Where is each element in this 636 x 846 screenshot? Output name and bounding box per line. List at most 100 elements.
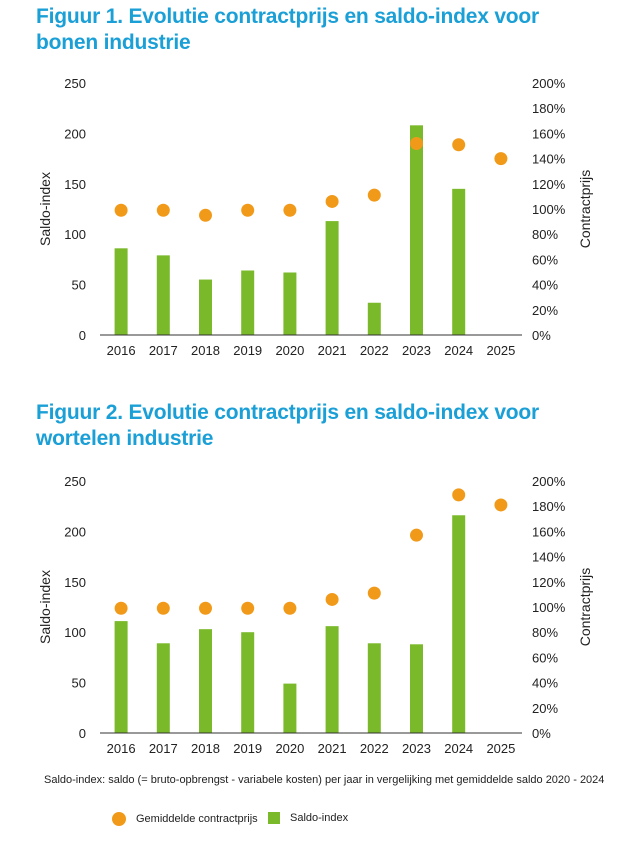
y2-tick-label: 180%	[532, 499, 566, 514]
x-tick-label: 2020	[275, 741, 304, 756]
saldo-index-bar	[199, 279, 212, 335]
saldo-index-bar	[241, 270, 255, 335]
y2-tick-label: 40%	[532, 676, 558, 691]
x-tick-label: 2017	[149, 343, 178, 358]
contractprijs-dot	[494, 498, 508, 512]
y-axis-label: Saldo-index	[37, 172, 53, 246]
contractprijs-dot	[325, 592, 339, 606]
contractprijs-dot	[199, 601, 212, 615]
contractprijs-dot	[241, 601, 255, 615]
x-tick-label: 2020	[275, 343, 304, 358]
contractprijs-dot	[452, 138, 466, 152]
saldo-index-bar	[452, 188, 466, 335]
saldo-index-bar	[325, 626, 339, 733]
x-tick-label: 2024	[444, 343, 473, 358]
saldo-index-bar	[156, 255, 170, 335]
y2-tick-label: 180%	[532, 101, 566, 116]
y2-tick-label: 40%	[532, 278, 558, 293]
x-tick-label: 2025	[486, 741, 515, 756]
y2-tick-label: 60%	[532, 650, 558, 665]
x-tick-label: 2022	[360, 741, 389, 756]
contractprijs-dot	[241, 203, 255, 217]
legend-dot-marker	[112, 812, 126, 826]
y-tick-label: 200	[64, 524, 86, 539]
y-tick-label: 150	[64, 575, 86, 590]
x-tick-label: 2016	[107, 741, 136, 756]
figure-1-chart: 0 50 100 150 200 250 0% 20% 40% 60% 80% 100% 120% 140…	[37, 76, 593, 358]
y2-tick-label: 160%	[532, 126, 566, 141]
x-tick-label: 2017	[149, 741, 178, 756]
figure-2-title: Figuur 2. Evolutie contractprijs en sald…	[36, 401, 540, 450]
x-tick-label: 2022	[360, 343, 389, 358]
legend-contractprijs-label: Gemiddelde contractprijs	[136, 813, 258, 825]
contractprijs-dot	[156, 203, 170, 217]
y-tick-label: 0	[79, 726, 86, 741]
saldo-index-bar	[241, 632, 255, 733]
contractprijs-dot	[325, 194, 339, 208]
contractprijs-dot	[156, 601, 170, 615]
x-tick-label: 2021	[318, 343, 347, 358]
saldo-index-bar	[199, 629, 212, 733]
contractprijs-dot	[283, 203, 297, 217]
saldo-index-bar	[283, 272, 297, 335]
figure-1-title: Figuur 1. Evolutie contractprijs en sald…	[36, 5, 540, 54]
contractprijs-dot	[452, 488, 466, 502]
legend-contractprijs: Gemiddelde contractprijs	[112, 812, 258, 826]
legend-saldo-index: Saldo-index	[268, 812, 348, 824]
footnote: Saldo-index: saldo (= bruto-opbrengst - …	[44, 774, 605, 786]
x-tick-label: 2018	[191, 741, 220, 756]
y2-tick-label: 200%	[532, 76, 566, 91]
x-tick-label: 2019	[233, 741, 262, 756]
y2-tick-label: 0%	[532, 328, 551, 343]
contractprijs-dot	[283, 601, 297, 615]
y2-tick-label: 20%	[532, 303, 558, 318]
y2-tick-label: 100%	[532, 202, 566, 217]
y-tick-label: 150	[64, 177, 86, 192]
saldo-index-bar	[325, 221, 339, 335]
y2-tick-label: 120%	[532, 575, 566, 590]
saldo-index-bar	[114, 621, 128, 733]
y2-axis-label: Contractprijs	[577, 568, 593, 647]
contractprijs-dot	[367, 586, 381, 600]
contractprijs-dot	[410, 528, 423, 542]
legend-saldo-index-label: Saldo-index	[290, 812, 349, 824]
y2-tick-label: 0%	[532, 726, 551, 741]
x-tick-label: 2021	[318, 741, 347, 756]
y-tick-label: 250	[64, 76, 86, 91]
y-tick-label: 0	[79, 328, 86, 343]
contractprijs-dot	[494, 152, 508, 166]
contractprijs-dot	[410, 136, 423, 150]
x-tick-label: 2023	[402, 343, 431, 358]
x-tick-label: 2024	[444, 741, 473, 756]
y2-tick-label: 120%	[532, 177, 566, 192]
y2-tick-label: 200%	[532, 474, 566, 489]
figure-2-chart: 0 50 100 150 200 250 0% 20% 40% 60% 80% 100% 120% 140…	[37, 474, 593, 756]
saldo-index-bar	[156, 643, 170, 733]
saldo-index-bar	[410, 125, 423, 335]
y-axis-label: Saldo-index	[37, 570, 53, 644]
legend-bar-marker	[268, 812, 280, 824]
y2-tick-label: 20%	[532, 701, 558, 716]
y-tick-label: 100	[64, 625, 86, 640]
y2-tick-label: 80%	[532, 625, 558, 640]
contractprijs-dot	[114, 203, 128, 217]
y-tick-label: 250	[64, 474, 86, 489]
saldo-index-bar	[283, 683, 297, 733]
y-tick-label: 50	[72, 278, 86, 293]
x-tick-label: 2018	[191, 343, 220, 358]
y2-tick-label: 80%	[532, 227, 558, 242]
y-tick-label: 100	[64, 227, 86, 242]
y2-axis-label: Contractprijs	[577, 170, 593, 249]
y2-tick-label: 60%	[532, 252, 558, 267]
x-tick-label: 2016	[107, 343, 136, 358]
y2-tick-label: 100%	[532, 600, 566, 615]
saldo-index-bar	[410, 644, 423, 733]
saldo-index-bar	[367, 643, 381, 733]
y2-tick-label: 140%	[532, 550, 566, 565]
x-tick-label: 2019	[233, 343, 262, 358]
saldo-index-bar	[367, 302, 381, 335]
x-tick-label: 2023	[402, 741, 431, 756]
contractprijs-dot	[199, 208, 212, 222]
contractprijs-dot	[367, 188, 381, 202]
saldo-index-bar	[452, 515, 466, 733]
